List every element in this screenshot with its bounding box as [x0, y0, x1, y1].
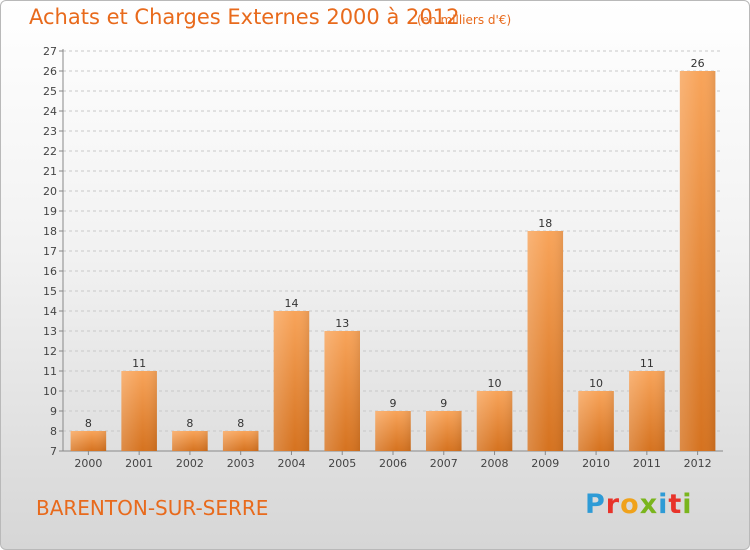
- x-tick-label-2011: 2011: [633, 457, 661, 470]
- proxiti-logo: Proxiti: [585, 489, 693, 520]
- y-tick-label: 23: [43, 125, 57, 138]
- logo-letter: x: [639, 489, 659, 520]
- data-label-2004: 14: [284, 297, 298, 310]
- x-tick-label-2010: 2010: [582, 457, 610, 470]
- bar-shade-2002: [172, 431, 208, 451]
- bar-shade-2008: [476, 391, 513, 451]
- bar-shade-2009: [527, 231, 564, 451]
- bar-shade-2007: [426, 411, 462, 451]
- y-tick-label: 10: [43, 385, 57, 398]
- y-tick-label: 27: [43, 45, 57, 58]
- data-label-2008: 10: [488, 377, 502, 390]
- data-label-2003: 8: [237, 417, 244, 430]
- y-tick-label: 15: [43, 285, 57, 298]
- x-tick-label-2004: 2004: [277, 457, 305, 470]
- data-label-2006: 9: [390, 397, 397, 410]
- x-tick-label-2003: 2003: [227, 457, 255, 470]
- x-tick-label-2006: 2006: [379, 457, 407, 470]
- y-tick-label: 26: [43, 65, 57, 78]
- x-tick-label-2007: 2007: [430, 457, 458, 470]
- logo-letter: r: [605, 489, 621, 520]
- y-tick-label: 13: [43, 325, 57, 338]
- x-tick-label-2000: 2000: [74, 457, 102, 470]
- bar-shade-2010: [578, 391, 614, 451]
- data-label-2002: 8: [186, 417, 193, 430]
- data-label-2001: 11: [132, 357, 146, 370]
- y-tick-label: 16: [43, 265, 57, 278]
- bar-shade-2005: [324, 331, 360, 451]
- y-tick-label: 21: [43, 165, 57, 178]
- bar-shade-2011: [629, 371, 665, 451]
- y-tick-label: 25: [43, 85, 57, 98]
- data-label-2005: 13: [335, 317, 349, 330]
- bar-shade-2000: [70, 431, 107, 451]
- y-tick-label: 12: [43, 345, 57, 358]
- data-label-2010: 10: [589, 377, 603, 390]
- chart-title: Achats et Charges Externes 2000 à 2012: [29, 5, 460, 29]
- y-tick-label: 17: [43, 245, 57, 258]
- data-label-2000: 8: [85, 417, 92, 430]
- data-label-2012: 26: [691, 57, 705, 70]
- logo-letter: t: [668, 489, 683, 520]
- bar-shade-2012: [679, 71, 716, 451]
- y-tick-label: 7: [50, 445, 57, 458]
- data-label-2009: 18: [538, 217, 552, 230]
- bar-shade-2006: [375, 411, 411, 451]
- y-tick-label: 18: [43, 225, 57, 238]
- y-tick-label: 19: [43, 205, 57, 218]
- chart-subtitle: (en milliers d'€): [417, 13, 512, 27]
- logo-letter: o: [620, 489, 640, 520]
- logo-letter: i: [682, 489, 693, 520]
- logo-letter: P: [585, 489, 606, 520]
- y-tick-label: 9: [50, 405, 57, 418]
- x-tick-label-2009: 2009: [531, 457, 559, 470]
- x-tick-label-2001: 2001: [125, 457, 153, 470]
- data-label-2011: 11: [640, 357, 654, 370]
- y-tick-label: 14: [43, 305, 57, 318]
- bar-shade-2004: [273, 311, 310, 451]
- bar-shade-2001: [121, 371, 157, 451]
- commune-name: BARENTON-SUR-SERRE: [36, 496, 269, 520]
- data-label-2007: 9: [440, 397, 447, 410]
- y-tick-label: 20: [43, 185, 57, 198]
- x-tick-label-2012: 2012: [684, 457, 712, 470]
- y-tick-label: 8: [50, 425, 57, 438]
- logo-letter: i: [658, 489, 669, 520]
- x-tick-label-2002: 2002: [176, 457, 204, 470]
- y-tick-label: 11: [43, 365, 57, 378]
- y-tick-label: 24: [43, 105, 57, 118]
- bar-shade-2003: [222, 431, 259, 451]
- x-tick-label-2005: 2005: [328, 457, 356, 470]
- y-tick-label: 22: [43, 145, 57, 158]
- x-tick-label-2008: 2008: [481, 457, 509, 470]
